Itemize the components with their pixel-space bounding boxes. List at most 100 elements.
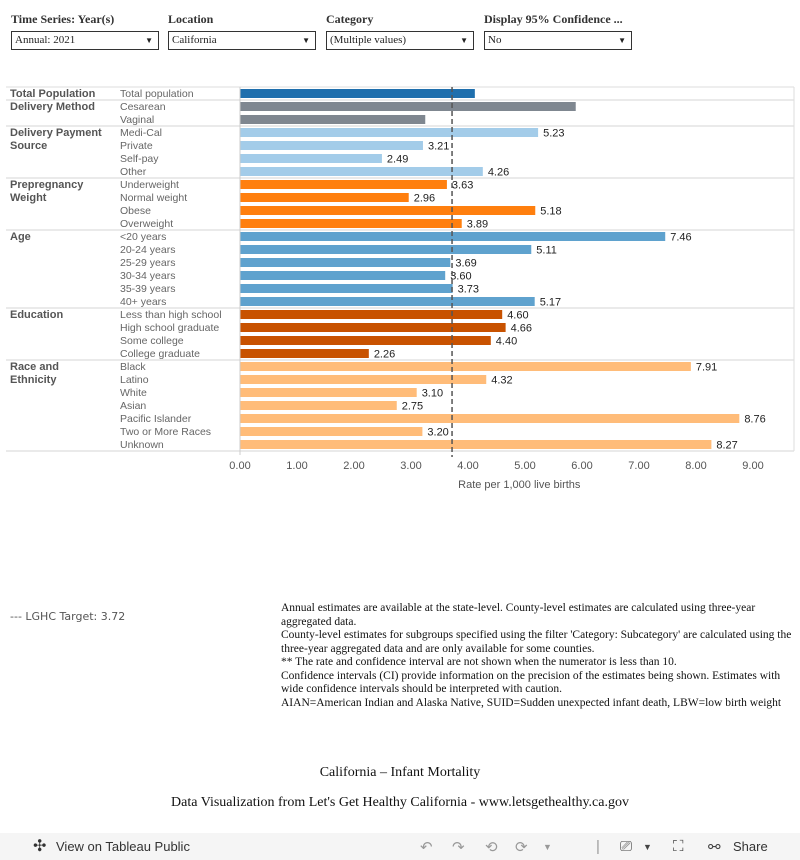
bar	[240, 141, 423, 150]
row-label: Less than high school	[120, 309, 222, 321]
row-label: Other	[120, 166, 147, 178]
bar	[240, 349, 369, 358]
refresh-icon[interactable]: ⟳	[515, 839, 528, 856]
bar	[240, 310, 503, 319]
row-label: Vaginal	[120, 114, 154, 126]
redo-icon[interactable]: ↷	[452, 839, 465, 856]
row-label: Two or More Races	[120, 426, 211, 438]
row-label: Asian	[120, 400, 146, 412]
bar	[240, 115, 426, 124]
fullscreen-icon[interactable]: ⛶	[673, 838, 684, 855]
dropdown-value: (Multiple values)	[330, 34, 407, 46]
filter-category: Category (Multiple values) ▼	[326, 12, 474, 50]
row-label: Pacific Islander	[120, 413, 192, 425]
data-label: 5.18	[540, 206, 561, 218]
data-label: 3.10	[422, 388, 443, 400]
data-label: 2.75	[402, 401, 423, 413]
undo-icon[interactable]: ↶	[420, 839, 433, 856]
row-label: Latino	[120, 374, 149, 386]
data-label: 4.66	[511, 323, 532, 335]
note: County-level estimates for subgroups spe…	[281, 629, 792, 655]
bar	[240, 401, 397, 410]
dropdown-value: California	[172, 34, 217, 46]
chevron-down-icon: ▼	[302, 36, 310, 45]
data-label: 7.46	[670, 232, 691, 244]
data-label: 3.89	[467, 219, 488, 231]
filter-time-series: Time Series: Year(s) Annual: 2021 ▼	[11, 12, 159, 50]
row-label: Private	[120, 140, 153, 152]
row-label: Unknown	[120, 439, 164, 451]
x-tick-label: 3.00	[400, 460, 421, 472]
bar	[240, 206, 536, 215]
share-icon[interactable]: ⚯	[708, 839, 721, 856]
data-label: 3.21	[428, 141, 449, 153]
row-label: 30-34 years	[120, 270, 175, 282]
dropdown-value: No	[488, 34, 502, 46]
bar	[240, 154, 382, 163]
row-label: White	[120, 387, 147, 399]
data-label: 3.73	[458, 284, 479, 296]
data-label: 2.96	[414, 193, 435, 205]
revert-icon[interactable]: ⟲	[485, 839, 498, 856]
data-label: 3.63	[452, 180, 473, 192]
data-label: 8.76	[744, 414, 765, 426]
row-label: Total population	[120, 88, 194, 100]
chevron-down-icon[interactable]: ▼	[643, 842, 652, 852]
filter-label: Category	[326, 12, 374, 26]
note: Annual estimates are available at the st…	[281, 602, 756, 628]
data-label: 4.60	[507, 310, 528, 322]
group-label: Race and	[10, 361, 59, 373]
row-label: 25-29 years	[120, 257, 175, 269]
row-label: Cesarean	[120, 101, 166, 113]
row-label: Overweight	[120, 218, 173, 230]
row-label: Medi-Cal	[120, 127, 162, 139]
row-label: Some college	[120, 335, 184, 347]
bar	[240, 414, 740, 423]
chevron-down-icon: ▼	[145, 36, 153, 45]
time-series-dropdown[interactable]: Annual: 2021 ▼	[11, 31, 159, 50]
bar	[240, 167, 483, 176]
x-tick-label: 2.00	[343, 460, 364, 472]
view-on-tableau-link[interactable]: View on Tableau Public	[56, 839, 190, 854]
dropdown-value: Annual: 2021	[15, 34, 76, 46]
confidence-dropdown[interactable]: No ▼	[484, 31, 632, 50]
group-label: Ethnicity	[10, 374, 57, 386]
share-button[interactable]: Share	[733, 839, 768, 854]
data-label: 5.17	[540, 297, 561, 309]
bar	[240, 388, 417, 397]
group-label: Age	[10, 231, 31, 243]
chevron-down-icon: ▼	[618, 36, 626, 45]
group-label: Education	[10, 309, 63, 321]
bar	[240, 336, 491, 345]
bar	[240, 102, 576, 111]
data-label: 8.27	[716, 440, 737, 452]
x-tick-label: 1.00	[286, 460, 307, 472]
group-label: Total Population	[10, 88, 96, 100]
bar	[240, 128, 539, 137]
data-label: 4.40	[496, 336, 517, 348]
row-label: Underweight	[120, 179, 179, 191]
x-tick-label: 0.00	[229, 460, 250, 472]
chevron-down-icon[interactable]: ▼	[543, 842, 552, 852]
dashboard-title: California – Infant Mortality	[319, 765, 481, 780]
row-label: College graduate	[120, 348, 200, 360]
bar	[240, 375, 487, 384]
data-label: 5.11	[536, 245, 557, 257]
row-label: Normal weight	[120, 192, 187, 204]
row-label: Obese	[120, 205, 151, 217]
bar-chart: Total Population Total population Delivery…	[6, 86, 795, 491]
group-label: Source	[10, 140, 47, 152]
filter-location: Location California ▼	[168, 12, 316, 50]
row-label: 35-39 years	[120, 283, 175, 295]
group-label: Delivery Method	[10, 101, 95, 113]
notes[interactable]: Annual estimates are available at the st…	[281, 602, 793, 710]
location-dropdown[interactable]: California ▼	[168, 31, 316, 50]
category-dropdown[interactable]: (Multiple values) ▼	[326, 31, 474, 50]
data-label: 3.20	[427, 427, 448, 439]
data-label: 5.23	[543, 128, 564, 140]
x-tick-label: 8.00	[685, 460, 706, 472]
bar	[240, 193, 409, 202]
tableau-logo-icon[interactable]: ✣	[33, 838, 47, 855]
download-icon[interactable]: ⎚	[620, 838, 633, 855]
credit-text: Data Visualization from Let's Get Health…	[171, 795, 629, 810]
